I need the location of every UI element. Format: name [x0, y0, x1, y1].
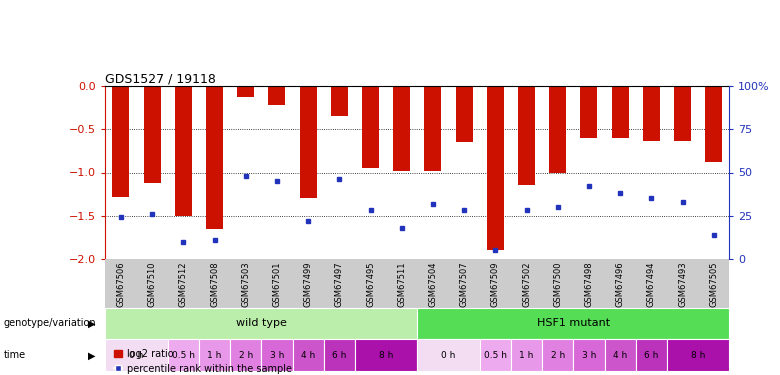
Text: 0 h: 0 h [129, 351, 144, 360]
Text: GSM67498: GSM67498 [584, 261, 594, 307]
Bar [199, 339, 230, 371]
Bar [612, 86, 629, 138]
Text: GSM67502: GSM67502 [522, 261, 531, 307]
Bar [667, 339, 729, 371]
Text: GSM67500: GSM67500 [553, 261, 562, 307]
Text: GSM67496: GSM67496 [615, 261, 625, 307]
Bar [636, 339, 667, 371]
Bar [144, 86, 161, 183]
Bar [324, 339, 355, 371]
Text: GSM67494: GSM67494 [647, 261, 656, 307]
Bar [424, 86, 441, 171]
Bar [230, 339, 261, 371]
Text: GSM67511: GSM67511 [397, 261, 406, 307]
Text: genotype/variation: genotype/variation [4, 318, 97, 328]
Bar [417, 308, 729, 339]
Text: GSM67495: GSM67495 [366, 261, 375, 307]
Bar [518, 86, 535, 186]
Text: GSM67509: GSM67509 [491, 261, 500, 307]
Bar [331, 86, 348, 116]
Bar [604, 339, 636, 371]
Bar [237, 86, 254, 97]
Text: 0.5 h: 0.5 h [172, 351, 195, 360]
Text: wild type: wild type [236, 318, 287, 328]
Text: 0.5 h: 0.5 h [484, 351, 507, 360]
Text: GSM67506: GSM67506 [116, 261, 126, 307]
Text: GSM67507: GSM67507 [459, 261, 469, 307]
Text: GSM67503: GSM67503 [241, 261, 250, 307]
Bar [549, 86, 566, 172]
Text: ▶: ▶ [88, 318, 96, 328]
Text: 0 h: 0 h [441, 351, 456, 360]
Bar [175, 86, 192, 216]
Text: GDS1527 / 19118: GDS1527 / 19118 [105, 72, 216, 85]
Text: GSM67493: GSM67493 [678, 261, 687, 307]
Text: 3 h: 3 h [270, 351, 284, 360]
Bar [511, 339, 542, 371]
Text: HSF1 mutant: HSF1 mutant [537, 318, 610, 328]
Text: GSM67510: GSM67510 [147, 261, 157, 307]
Text: GSM67512: GSM67512 [179, 261, 188, 307]
Bar [456, 86, 473, 142]
Bar [112, 86, 129, 196]
Bar [362, 86, 379, 168]
Bar [487, 86, 504, 250]
Bar [393, 86, 410, 171]
Bar [105, 308, 417, 339]
Bar [542, 339, 573, 371]
Bar [480, 339, 511, 371]
Text: 8 h: 8 h [379, 351, 393, 360]
Text: GSM67504: GSM67504 [428, 261, 438, 307]
Bar [300, 86, 317, 198]
Bar [292, 339, 324, 371]
Bar [580, 86, 597, 138]
Bar [168, 339, 199, 371]
Text: 4 h: 4 h [301, 351, 315, 360]
Bar [261, 339, 292, 371]
Bar [705, 86, 722, 162]
Text: 3 h: 3 h [582, 351, 596, 360]
Bar [674, 86, 691, 141]
Text: 1 h: 1 h [519, 351, 534, 360]
Legend: log2 ratio, percentile rank within the sample: log2 ratio, percentile rank within the s… [110, 345, 296, 375]
Text: 6 h: 6 h [332, 351, 346, 360]
Text: 8 h: 8 h [691, 351, 705, 360]
Text: GSM67508: GSM67508 [210, 261, 219, 307]
Text: 4 h: 4 h [613, 351, 627, 360]
Text: 1 h: 1 h [207, 351, 222, 360]
Bar [355, 339, 417, 371]
Text: GSM67501: GSM67501 [272, 261, 282, 307]
Text: 2 h: 2 h [551, 351, 565, 360]
Text: GSM67505: GSM67505 [709, 261, 718, 307]
Text: GSM67497: GSM67497 [335, 261, 344, 307]
Bar [573, 339, 604, 371]
Text: GSM67499: GSM67499 [303, 261, 313, 307]
Bar [105, 339, 168, 371]
Text: ▶: ▶ [88, 350, 96, 360]
Bar [417, 339, 480, 371]
Bar [268, 86, 285, 105]
Bar [206, 86, 223, 228]
Text: 2 h: 2 h [239, 351, 253, 360]
Text: time: time [4, 350, 26, 360]
Bar [643, 86, 660, 141]
Text: 6 h: 6 h [644, 351, 658, 360]
